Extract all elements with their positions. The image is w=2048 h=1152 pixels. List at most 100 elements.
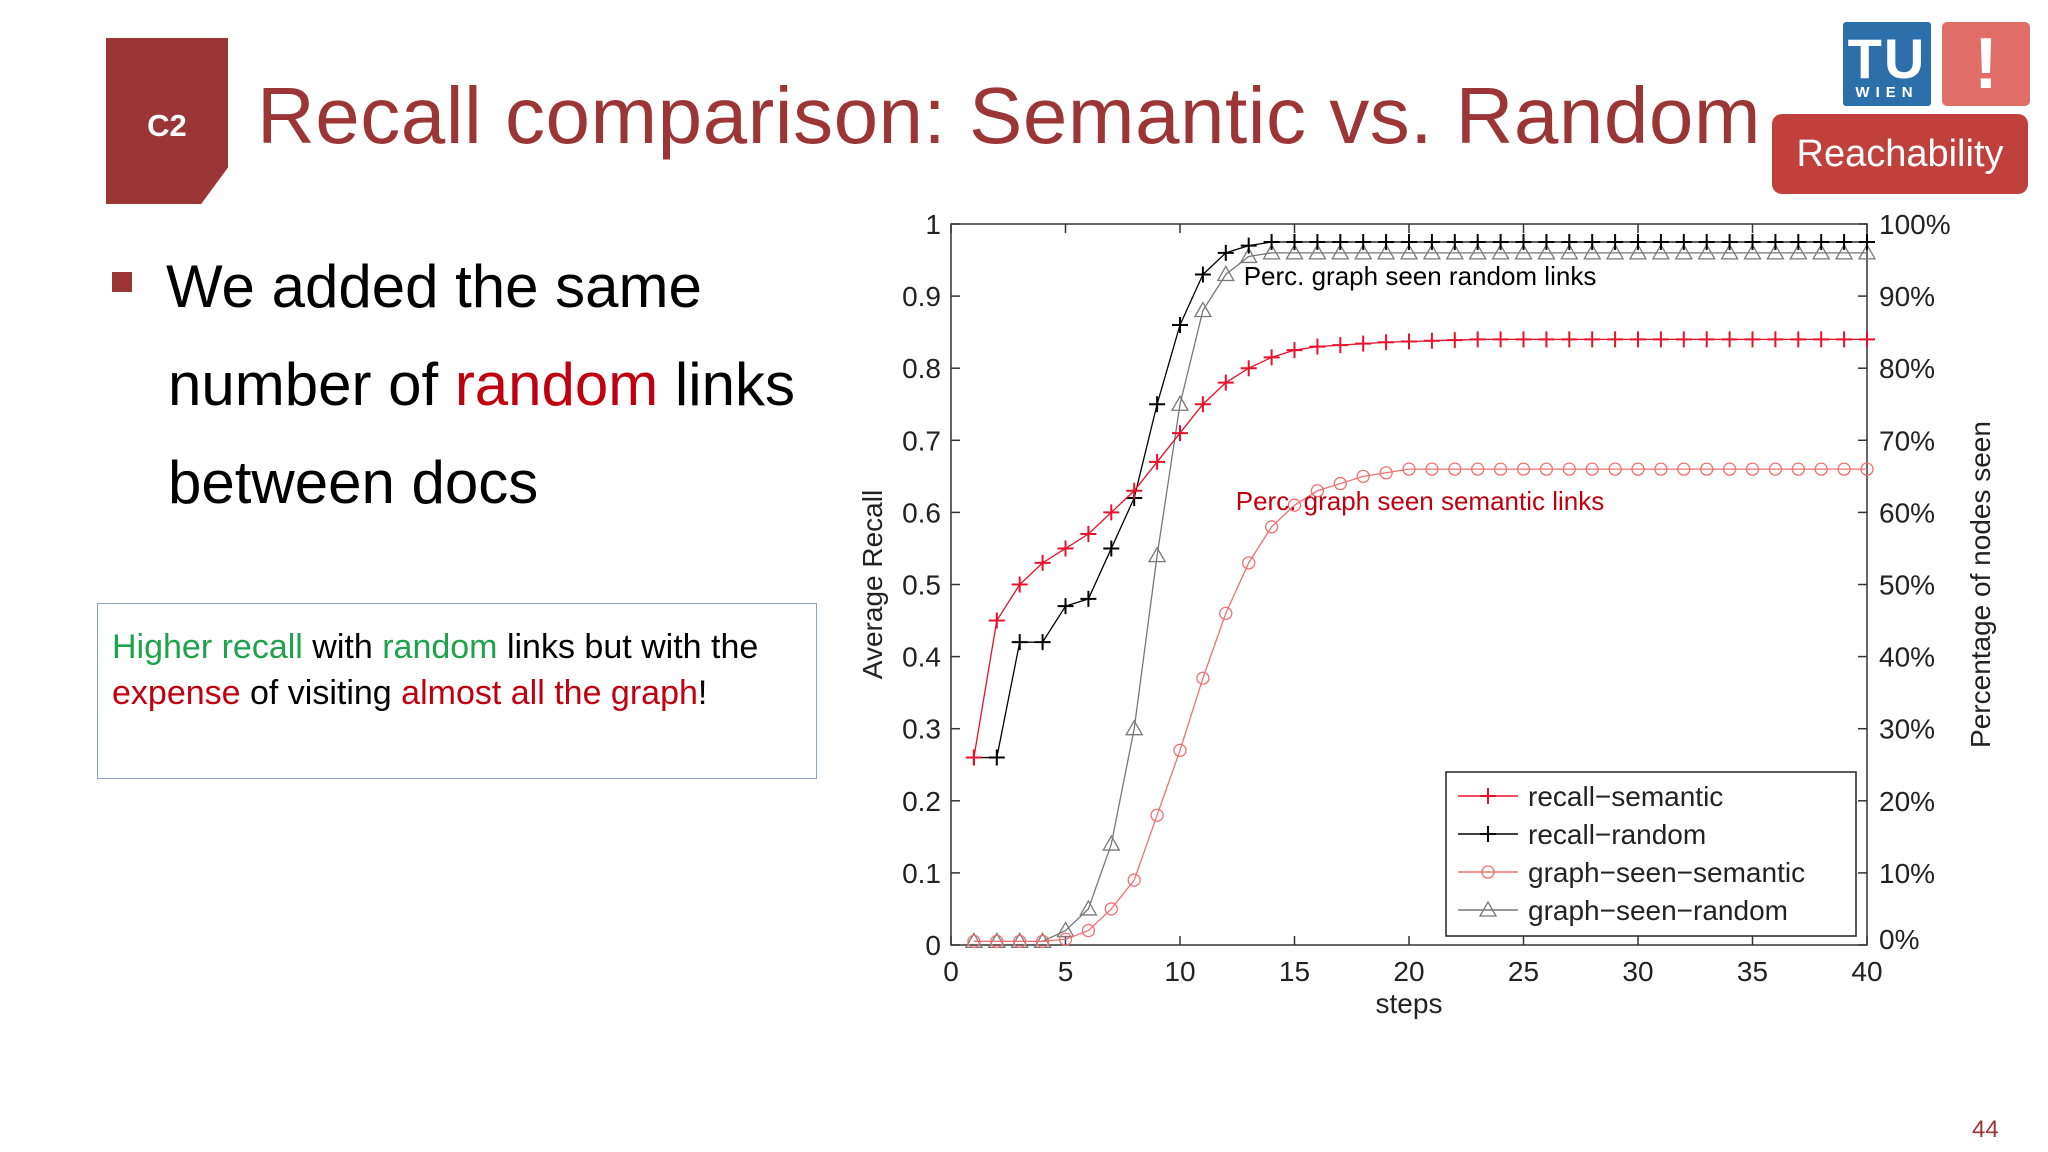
data-point-graph-seen-semantic bbox=[1631, 462, 1645, 476]
y-tick-label: 1 bbox=[925, 209, 941, 240]
data-point-recall-semantic bbox=[1538, 331, 1555, 348]
data-point-graph-seen-random bbox=[1262, 243, 1281, 260]
callout-text-with: with bbox=[302, 628, 383, 666]
data-point-graph-seen-random bbox=[1789, 243, 1808, 260]
data-point-graph-seen-random bbox=[1605, 243, 1625, 260]
data-point-recall-semantic bbox=[1263, 349, 1280, 366]
tu-logo-text: TU bbox=[1847, 27, 1927, 90]
data-point-recall-random bbox=[1355, 234, 1372, 251]
data-point-recall-random bbox=[1767, 234, 1784, 251]
data-point-recall-semantic bbox=[1607, 331, 1624, 348]
data-point-recall-semantic bbox=[1126, 482, 1143, 499]
data-point-graph-seen-random bbox=[1674, 243, 1693, 260]
data-point-graph-seen-semantic bbox=[1608, 462, 1622, 476]
callout-exclamation: ! bbox=[697, 674, 708, 712]
data-point-recall-semantic bbox=[1149, 453, 1166, 470]
data-point-graph-seen-semantic bbox=[1448, 462, 1462, 476]
x-tick-label: 35 bbox=[1737, 956, 1768, 987]
data-point-graph-seen-random bbox=[1445, 243, 1464, 260]
bullet-line-2-start: number of bbox=[168, 351, 455, 418]
x-tick-label: 25 bbox=[1508, 956, 1539, 987]
data-point-graph-seen-random bbox=[1583, 243, 1602, 260]
data-point-recall-random bbox=[1630, 234, 1646, 251]
data-point-graph-seen-semantic bbox=[1104, 902, 1118, 916]
bullet-line-3: between docs bbox=[168, 449, 539, 516]
series-line-recall-semantic bbox=[973, 338, 1867, 758]
y-tick-label-right: 90% bbox=[1879, 281, 1935, 312]
x-tick-label: 30 bbox=[1622, 956, 1653, 987]
data-point-recall-semantic bbox=[1034, 554, 1051, 571]
data-point-graph-seen-semantic bbox=[1333, 476, 1347, 491]
data-point-graph-seen-semantic bbox=[1677, 462, 1691, 476]
data-point-graph-seen-semantic bbox=[1654, 462, 1668, 476]
data-point-recall-random bbox=[1263, 234, 1280, 251]
data-point-recall-random bbox=[1011, 634, 1028, 651]
data-point-recall-random bbox=[1813, 234, 1830, 251]
data-point-recall-random bbox=[1103, 540, 1120, 557]
data-point-graph-seen-random bbox=[1239, 247, 1258, 264]
data-point-recall-semantic bbox=[1469, 331, 1486, 348]
legend-swatch-marker bbox=[1481, 865, 1495, 879]
data-point-recall-random bbox=[1836, 234, 1853, 251]
x-axis-label: steps bbox=[1376, 988, 1443, 1019]
data-point-graph-seen-random bbox=[1354, 243, 1373, 260]
data-point-graph-seen-random bbox=[1193, 301, 1213, 318]
y-tick-label: 0.3 bbox=[902, 714, 941, 745]
x-tick-label: 20 bbox=[1393, 956, 1424, 987]
data-point-graph-seen-semantic bbox=[1768, 462, 1783, 476]
data-point-graph-seen-random bbox=[1422, 243, 1442, 260]
tu-wien-logo: TU WIEN bbox=[1843, 22, 1931, 106]
exclamation-logo-icon: ! bbox=[1942, 22, 2030, 106]
callout-expense: expense bbox=[112, 674, 241, 712]
data-point-graph-seen-semantic bbox=[1081, 923, 1096, 938]
data-point-recall-random bbox=[1607, 234, 1624, 251]
y-tick-label: 0.2 bbox=[902, 786, 941, 817]
x-tick-label: 10 bbox=[1164, 956, 1195, 987]
data-point-graph-seen-random bbox=[1766, 243, 1785, 260]
callout-text-links: links but with the bbox=[497, 628, 759, 666]
legend-swatch-marker bbox=[1480, 826, 1496, 842]
data-point-graph-seen-semantic bbox=[1539, 462, 1554, 476]
data-point-recall-semantic bbox=[1080, 526, 1097, 543]
callout-text-visiting: of visiting bbox=[240, 674, 402, 712]
y-tick-label: 0 bbox=[925, 930, 941, 961]
y-tick-label-right: 100% bbox=[1879, 209, 1951, 240]
y-tick-label-right: 50% bbox=[1879, 570, 1935, 601]
data-point-recall-random bbox=[1698, 234, 1715, 251]
data-point-recall-semantic bbox=[1011, 576, 1028, 593]
data-point-recall-random bbox=[1446, 234, 1463, 251]
data-point-recall-random bbox=[1515, 234, 1532, 251]
wien-logo-text: WIEN bbox=[1855, 84, 1919, 101]
data-point-graph-seen-semantic bbox=[1356, 469, 1370, 484]
data-point-recall-semantic bbox=[1721, 331, 1738, 348]
data-point-graph-seen-semantic bbox=[1745, 462, 1760, 476]
data-point-recall-semantic bbox=[965, 749, 982, 766]
data-point-graph-seen-semantic bbox=[1860, 462, 1874, 476]
y-tick-label: 0.4 bbox=[902, 642, 941, 673]
data-point-recall-random bbox=[988, 749, 1005, 766]
data-point-graph-seen-random bbox=[1079, 899, 1098, 916]
data-point-graph-seen-semantic bbox=[1035, 934, 1050, 949]
data-point-graph-seen-semantic bbox=[1310, 484, 1325, 498]
data-point-graph-seen-random bbox=[1308, 243, 1327, 260]
data-point-graph-seen-random bbox=[1147, 546, 1167, 563]
y-tick-label-right: 10% bbox=[1879, 858, 1935, 889]
callout-higher-recall: Higher recall bbox=[112, 628, 303, 666]
data-point-graph-seen-random bbox=[1560, 243, 1579, 260]
data-point-recall-semantic bbox=[1355, 335, 1372, 352]
data-point-graph-seen-semantic bbox=[1173, 743, 1187, 757]
data-point-graph-seen-semantic bbox=[1058, 932, 1073, 946]
data-point-recall-random bbox=[1057, 598, 1074, 615]
y-tick-label: 0.8 bbox=[902, 353, 941, 384]
annotation-random: Perc. graph seen random links bbox=[1244, 261, 1597, 291]
data-point-recall-random bbox=[1561, 234, 1578, 251]
data-point-graph-seen-random bbox=[1628, 243, 1648, 260]
data-point-graph-seen-random bbox=[1537, 243, 1556, 260]
data-point-recall-random bbox=[1423, 234, 1440, 251]
y-tick-label: 0.7 bbox=[902, 425, 941, 456]
data-point-graph-seen-random bbox=[1743, 243, 1762, 260]
data-point-graph-seen-semantic bbox=[1127, 873, 1141, 887]
data-point-recall-random bbox=[1149, 396, 1166, 413]
data-point-graph-seen-random bbox=[1857, 243, 1877, 260]
data-point-recall-semantic bbox=[1744, 331, 1761, 348]
